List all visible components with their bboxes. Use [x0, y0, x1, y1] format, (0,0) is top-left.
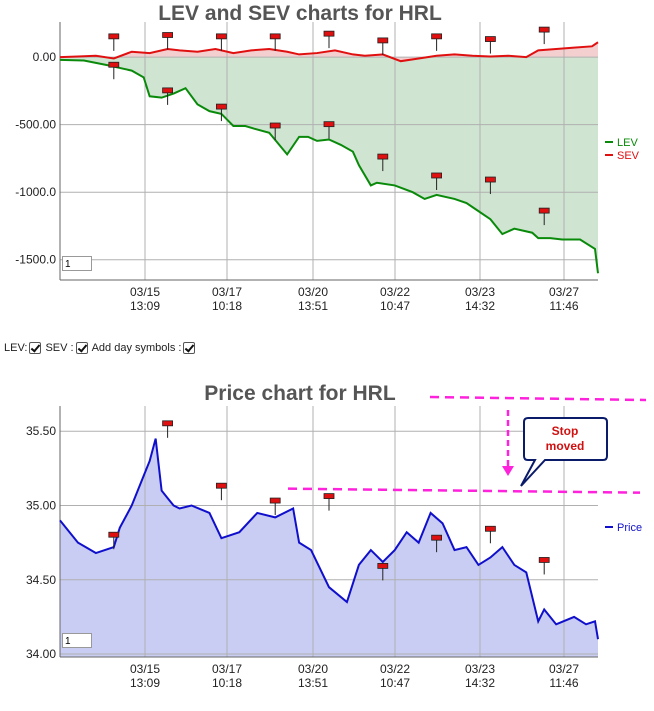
day-symbol	[538, 207, 550, 226]
x-tick-label: 10:18	[212, 676, 242, 690]
legend-label-price: Price	[617, 522, 642, 534]
x-tick-label: 13:09	[130, 676, 160, 690]
day-symbol	[377, 153, 389, 172]
day-symbol	[431, 33, 443, 51]
day-symbol	[215, 103, 227, 122]
chart-title: LEV and SEV charts for HRL	[158, 2, 442, 25]
callout-text-line: moved	[546, 439, 585, 453]
series-line-sev	[59, 41, 599, 63]
day-symbol	[162, 87, 174, 105]
x-tick-label: 10:18	[212, 299, 242, 313]
x-tick-label: 10:47	[380, 676, 410, 690]
day-symbol	[323, 121, 335, 139]
x-tick-label: 03/17	[212, 662, 242, 676]
x-tick-label: 03/15	[130, 662, 160, 676]
lev-checkbox[interactable]	[29, 342, 42, 354]
day-symbols-label: Add day symbols :	[91, 342, 182, 354]
series-line-price	[59, 438, 599, 640]
day-symbol	[108, 33, 120, 51]
series-fill-lev	[60, 57, 598, 274]
y-tick-label: 0.00	[33, 50, 57, 64]
x-tick-label: 03/22	[380, 662, 410, 676]
x-tick-label: 11:46	[549, 299, 578, 313]
stop-arrow-head	[502, 466, 514, 476]
callout-text-line: Stop	[552, 424, 579, 438]
day-symbol	[108, 531, 120, 550]
sev-label: SEV :	[45, 342, 74, 354]
series-fill-price	[60, 438, 598, 657]
day-symbol	[377, 563, 389, 581]
day-symbol	[484, 36, 496, 54]
day-symbol	[431, 534, 443, 553]
day-symbol	[377, 37, 389, 55]
day-symbol	[484, 176, 496, 195]
y-tick-label: -1500.0	[15, 253, 56, 267]
day-symbol	[431, 172, 443, 190]
chart-options: LEV: SEV : Add day symbols :	[4, 342, 197, 354]
legend-label-lev: LEV	[617, 137, 638, 149]
legend-label-sev: SEV	[617, 150, 640, 162]
x-tick-label: 03/23	[465, 662, 495, 676]
y-tick-label: 34.50	[26, 573, 56, 587]
y-tick-label: 34.00	[26, 647, 56, 661]
day-symbol	[538, 557, 550, 575]
x-tick-label: 14:32	[465, 299, 495, 313]
day-symbol	[162, 420, 174, 438]
x-tick-label: 03/20	[298, 662, 328, 676]
x-tick-label: 03/22	[380, 285, 410, 299]
sev-checkbox[interactable]	[75, 342, 88, 354]
previous-stop-line	[429, 395, 647, 402]
lev-label: LEV:	[4, 342, 28, 354]
y-tick-label: 35.00	[26, 499, 56, 513]
chart-title: Price chart for HRL	[204, 382, 396, 405]
day-symbol	[108, 61, 120, 80]
x-tick-label: 03/27	[549, 285, 579, 299]
day-symbol	[162, 32, 174, 50]
x-tick-label: 03/20	[298, 285, 328, 299]
y-tick-label: 35.50	[26, 424, 56, 438]
x-tick-label: 13:51	[298, 676, 328, 690]
day-symbol	[269, 33, 281, 51]
day-symbol	[538, 26, 550, 45]
day-symbol	[323, 493, 335, 511]
y-tick-label: -500.00	[15, 118, 56, 132]
day-symbol	[269, 122, 281, 141]
x-tick-label: 13:09	[130, 299, 160, 313]
day-symbol	[215, 33, 227, 51]
day-symbols-checkbox[interactable]	[183, 342, 196, 354]
day-symbol	[323, 30, 335, 49]
x-tick-label: 03/15	[130, 285, 160, 299]
chart2-zoom-input[interactable]: 1	[62, 633, 92, 648]
y-tick-label: -1000.0	[15, 185, 56, 199]
day-symbol	[484, 525, 496, 544]
day-symbol	[215, 482, 227, 501]
x-tick-label: 03/17	[212, 285, 242, 299]
day-symbol	[269, 497, 281, 516]
x-tick-label: 14:32	[465, 676, 495, 690]
chart1-zoom-input[interactable]: 1	[62, 256, 92, 271]
series-line-lev	[59, 58, 599, 274]
x-tick-label: 10:47	[380, 299, 410, 313]
x-tick-label: 13:51	[298, 299, 328, 313]
x-tick-label: 03/27	[549, 662, 579, 676]
stop-level-line	[287, 487, 641, 494]
x-tick-label: 11:46	[549, 676, 578, 690]
x-tick-label: 03/23	[465, 285, 495, 299]
